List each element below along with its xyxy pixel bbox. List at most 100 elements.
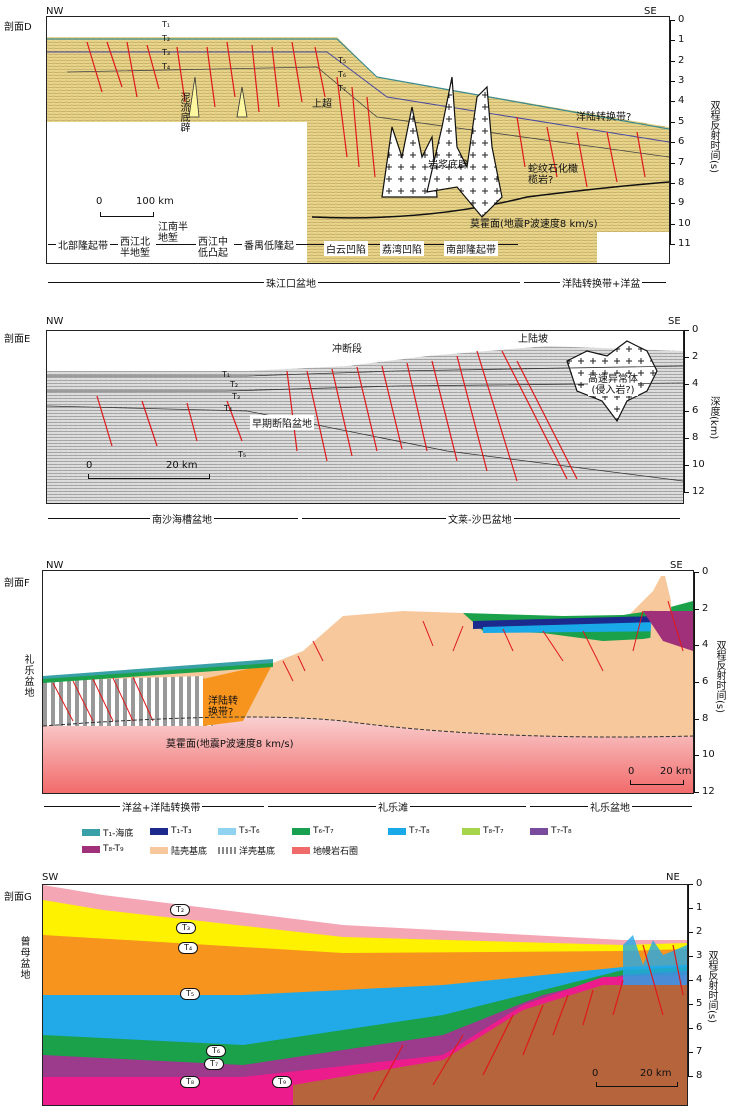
section-d-tick-label: 7 xyxy=(678,156,685,168)
region-2: 西江北半地堑 xyxy=(118,237,156,259)
section-e-axis-title: 深度(km) xyxy=(708,396,719,440)
section-f-tick-label: 12 xyxy=(702,786,715,797)
scale-label-g: 20 km xyxy=(640,1068,672,1079)
horizon-t4-e: T₄ xyxy=(224,404,233,413)
legend-item: T₈-T₇ xyxy=(462,826,504,836)
section-d-tick-mark xyxy=(670,20,675,21)
section-d-tick-mark xyxy=(670,101,675,103)
legend-item: T₆-T₇ xyxy=(292,826,334,836)
scale-zero-e: 0 xyxy=(86,460,93,471)
horizon-label-g: T₇ xyxy=(204,1058,225,1070)
section-g-axis-title: 双程反射时间(s) xyxy=(706,950,717,1024)
section-g-tick-label: 4 xyxy=(696,974,703,985)
basin-f1: 洋盆+洋陆转换带 xyxy=(120,799,203,814)
section-d-tick-mark xyxy=(670,142,675,144)
section-f-tick-label: 0 xyxy=(702,566,709,577)
horizon-t5-d: T₅ xyxy=(338,56,347,65)
section-e-tick-mark xyxy=(684,384,689,385)
region-8: 南部隆起带 xyxy=(444,241,498,256)
section-g-tick-mark xyxy=(688,932,693,933)
legend-item: 地幔岩石圈 xyxy=(292,844,358,857)
high-velocity-label: 高速异常体(侵入岩?) xyxy=(588,374,638,396)
legend-label: T₇-T₈ xyxy=(551,826,572,836)
legend-swatch xyxy=(218,827,236,835)
section-e-tick-label: 12 xyxy=(692,486,705,497)
section-f-tick-mark xyxy=(694,792,699,793)
legend-swatch xyxy=(388,827,406,835)
section-e-tick-mark xyxy=(684,357,689,358)
basin-f2: 礼乐滩 xyxy=(376,799,410,814)
legend-item: 陆壳基底 xyxy=(150,844,207,857)
horizon-t5-e: T₅ xyxy=(238,450,247,459)
scale-zero-f: 0 xyxy=(628,766,635,777)
scale-bar-d xyxy=(100,212,154,217)
horizon-label-g: T₈ xyxy=(180,1076,201,1088)
section-f-title: 剖面F xyxy=(4,578,30,589)
section-d-tick-mark xyxy=(670,203,675,205)
section-e-nw: NW xyxy=(46,316,64,327)
section-f-se: SE xyxy=(670,560,683,571)
section-d-tick-label: 6 xyxy=(678,136,685,148)
horizon-t2-d: T₂ xyxy=(162,34,171,43)
horizon-label-g: T₂ xyxy=(170,904,191,916)
section-e-tick-mark xyxy=(684,411,689,412)
scale-label-e: 20 km xyxy=(166,460,198,471)
section-e-tick-mark xyxy=(684,438,689,439)
horizon-t2-e: T₂ xyxy=(230,380,239,389)
moho-label-d: 莫霍面(地震P波速度8 km/s) xyxy=(470,219,598,230)
section-e-tick-label: 0 xyxy=(692,324,699,335)
region-5: 番禺低隆起 xyxy=(242,237,296,252)
legend-item: T₁-T₃ xyxy=(150,826,192,836)
horizon-t3-d: T₃ xyxy=(162,48,171,57)
section-d-tick-mark xyxy=(670,223,675,225)
section-f-tick-label: 10 xyxy=(702,749,715,761)
horizon-label-g: T₅ xyxy=(180,988,201,1000)
section-f-nw: NW xyxy=(46,560,64,571)
section-d-tick-mark xyxy=(670,121,675,123)
legend-swatch xyxy=(530,827,548,835)
section-g-tick-mark xyxy=(688,1028,693,1029)
scale-zero-d: 0 xyxy=(96,196,103,207)
section-e-tick-mark xyxy=(684,330,689,331)
legend-label: 洋壳基底 xyxy=(239,847,276,857)
zengmu-basin-label: 曾母盆地 xyxy=(18,936,29,980)
horizon-label-g: T₉ xyxy=(272,1076,293,1088)
section-d-tick-label: 5 xyxy=(678,115,685,127)
transition-label-f: 洋陆转换带? xyxy=(208,696,238,718)
section-g-tick-mark xyxy=(688,1076,693,1077)
section-d-panel xyxy=(46,16,670,264)
legend-label: T₃-T₆ xyxy=(239,826,260,836)
section-g-sw: SW xyxy=(42,872,59,883)
section-e-se: SE xyxy=(668,316,681,327)
section-e-svg xyxy=(47,331,683,503)
section-f-axis-title: 双程反射时间(s) xyxy=(714,640,725,714)
section-e-tick-label: 2 xyxy=(692,351,699,362)
section-d-se: SE xyxy=(644,6,657,17)
section-d-tick-mark xyxy=(670,244,675,245)
basin-f3: 礼乐盆地 xyxy=(588,799,632,814)
region-4: 西江中低凸起 xyxy=(196,237,234,259)
legend-swatch xyxy=(150,847,168,854)
legend-label: 地幔岩石圈 xyxy=(313,847,359,857)
legend-label: T₈-T₉ xyxy=(103,844,124,854)
legend-label: T₁-T₃ xyxy=(171,826,192,836)
early-basin-label: 早期断陷盆地 xyxy=(250,415,314,430)
section-f-tick-mark xyxy=(694,645,699,647)
section-d-tick-mark xyxy=(670,182,675,184)
section-f-tick-mark xyxy=(694,608,699,610)
scale-label-d: 100 km xyxy=(136,196,174,207)
section-f-tick-mark xyxy=(694,718,699,720)
section-f-panel xyxy=(42,570,694,794)
legend-label: 陆壳基底 xyxy=(171,847,208,857)
section-f-tick-label: 6 xyxy=(702,676,709,687)
scale-bar-f xyxy=(630,780,684,785)
legend-label: T₈-T₇ xyxy=(483,826,504,836)
legend-item: 洋壳基底 xyxy=(218,844,275,857)
onlap-label: 上超 xyxy=(312,99,332,110)
legend-item: T₇-T₈ xyxy=(530,826,572,836)
section-g-tick-mark xyxy=(688,956,693,957)
region-3: 江南半地堑 xyxy=(156,222,194,244)
section-d-svg xyxy=(47,17,669,263)
horizon-label-g: T₃ xyxy=(176,922,197,934)
section-f-tick-label: 2 xyxy=(702,602,709,614)
